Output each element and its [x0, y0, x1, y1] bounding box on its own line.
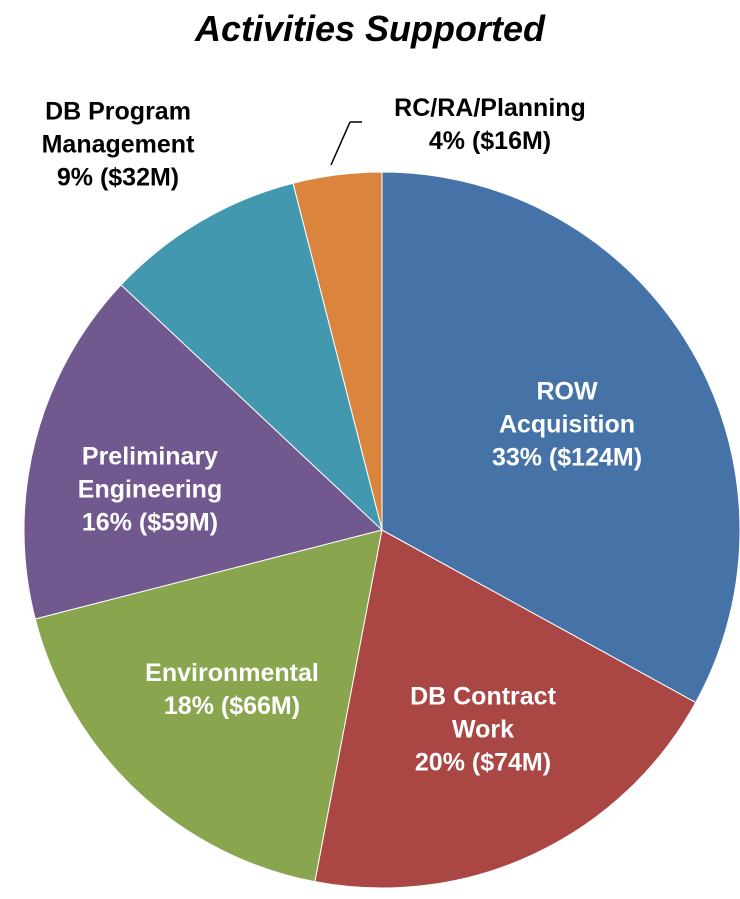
value-label: 9% ($32M)	[56, 163, 180, 192]
slice-label: ROW Acquisition 33% ($124M)	[480, 376, 655, 475]
pie-slice	[381, 171, 740, 704]
value-label: 4% ($16M)	[428, 127, 552, 155]
category-label: Environmental	[145, 659, 319, 687]
pie-slice	[23, 284, 384, 620]
value-label: 18% ($66M)	[163, 692, 301, 720]
leader-line	[330, 121, 351, 166]
value-label: 16% ($59M)	[81, 508, 219, 537]
slice-label: DB Program Management 9% ($32M)	[13, 96, 223, 195]
slice-label: RC/RA/Planning 4% ($16M)	[360, 92, 620, 158]
slice-label: Environmental 18% ($66M)	[102, 657, 362, 723]
category-label: RC/RA/Planning	[394, 94, 586, 122]
category-label: Preliminary Engineering	[77, 442, 223, 504]
category-label: DB Program Management	[41, 97, 195, 159]
value-label: 20% ($74M)	[414, 748, 552, 777]
value-label: 33% ($124M)	[491, 443, 643, 472]
slice-label: DB Contract Work 20% ($74M)	[388, 681, 578, 780]
pie-slice	[34, 529, 383, 883]
category-label: ROW Acquisition	[498, 377, 636, 439]
chart-title: Activities Supported	[194, 8, 546, 49]
pie-slice	[120, 182, 383, 532]
category-label: DB Contract Work	[410, 682, 556, 744]
pie-slice	[314, 529, 697, 889]
slice-label: Preliminary Engineering 16% ($59M)	[50, 441, 250, 540]
